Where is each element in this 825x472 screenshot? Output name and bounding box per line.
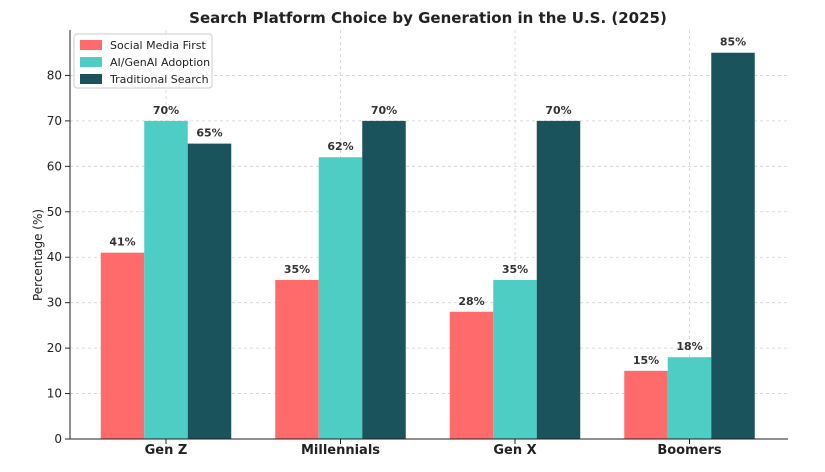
y-tick-label: 30 xyxy=(47,296,62,310)
legend-box xyxy=(73,33,213,89)
bar xyxy=(318,157,363,439)
x-tick-label: Boomers xyxy=(657,443,722,458)
x-tick-label: Millennials xyxy=(301,443,380,458)
legend-swatch xyxy=(80,40,102,50)
bar-value-label: 62% xyxy=(327,140,353,153)
bar xyxy=(624,370,668,439)
bar xyxy=(362,120,406,439)
y-tick-label: 0 xyxy=(54,432,62,446)
bar xyxy=(449,311,494,439)
x-tick-label: Gen Z xyxy=(145,443,188,458)
legend-label: Social Media First xyxy=(110,39,206,52)
bar xyxy=(493,279,537,439)
bar-value-label: 18% xyxy=(676,340,702,353)
legend-label: AI/GenAI Adoption xyxy=(110,56,210,69)
bars: 41% 70% 65% 35% 62% 70% 28% 35% 70% 15% 18% 85% xyxy=(100,36,755,439)
bar-value-label: 35% xyxy=(502,263,528,276)
legend-label: Traditional Search xyxy=(109,73,209,86)
bar-value-label: 28% xyxy=(458,295,484,308)
bar xyxy=(100,252,145,439)
y-tick-label: 50 xyxy=(47,205,62,219)
legend-swatch xyxy=(80,74,102,84)
chart-title: Search Platform Choice by Generation in … xyxy=(189,9,667,27)
bar-value-label: 70% xyxy=(153,104,179,117)
bar-value-label: 65% xyxy=(196,127,222,140)
legend-swatch xyxy=(80,57,102,67)
bar xyxy=(275,279,319,439)
x-tick-label: Gen X xyxy=(493,443,536,458)
bar-value-label: 70% xyxy=(371,104,397,117)
bar xyxy=(536,120,581,439)
bar-value-label: 15% xyxy=(633,354,659,367)
y-tick-label: 80 xyxy=(47,68,62,82)
bar-value-label: 85% xyxy=(720,36,746,49)
y-tick-label: 40 xyxy=(47,250,62,264)
bar-value-label: 70% xyxy=(545,104,571,117)
y-tick-label: 20 xyxy=(47,341,62,355)
bar-value-label: 41% xyxy=(109,236,135,249)
y-tick-label: 60 xyxy=(47,159,62,173)
bar xyxy=(667,357,712,439)
bar xyxy=(187,143,232,439)
bar xyxy=(711,52,755,439)
y-tick-label: 70 xyxy=(47,114,62,128)
bar xyxy=(144,120,188,439)
axes: 0 10 20 30 40 50 60 70 80 Gen Z Millennials Gen X Bo… xyxy=(47,30,788,458)
legend: Social Media First AI/GenAI Adoption Tradi… xyxy=(73,33,213,89)
y-axis-label: Percentage (%) xyxy=(31,209,45,301)
bar-value-label: 35% xyxy=(284,263,310,276)
y-tick-label: 10 xyxy=(47,387,62,401)
